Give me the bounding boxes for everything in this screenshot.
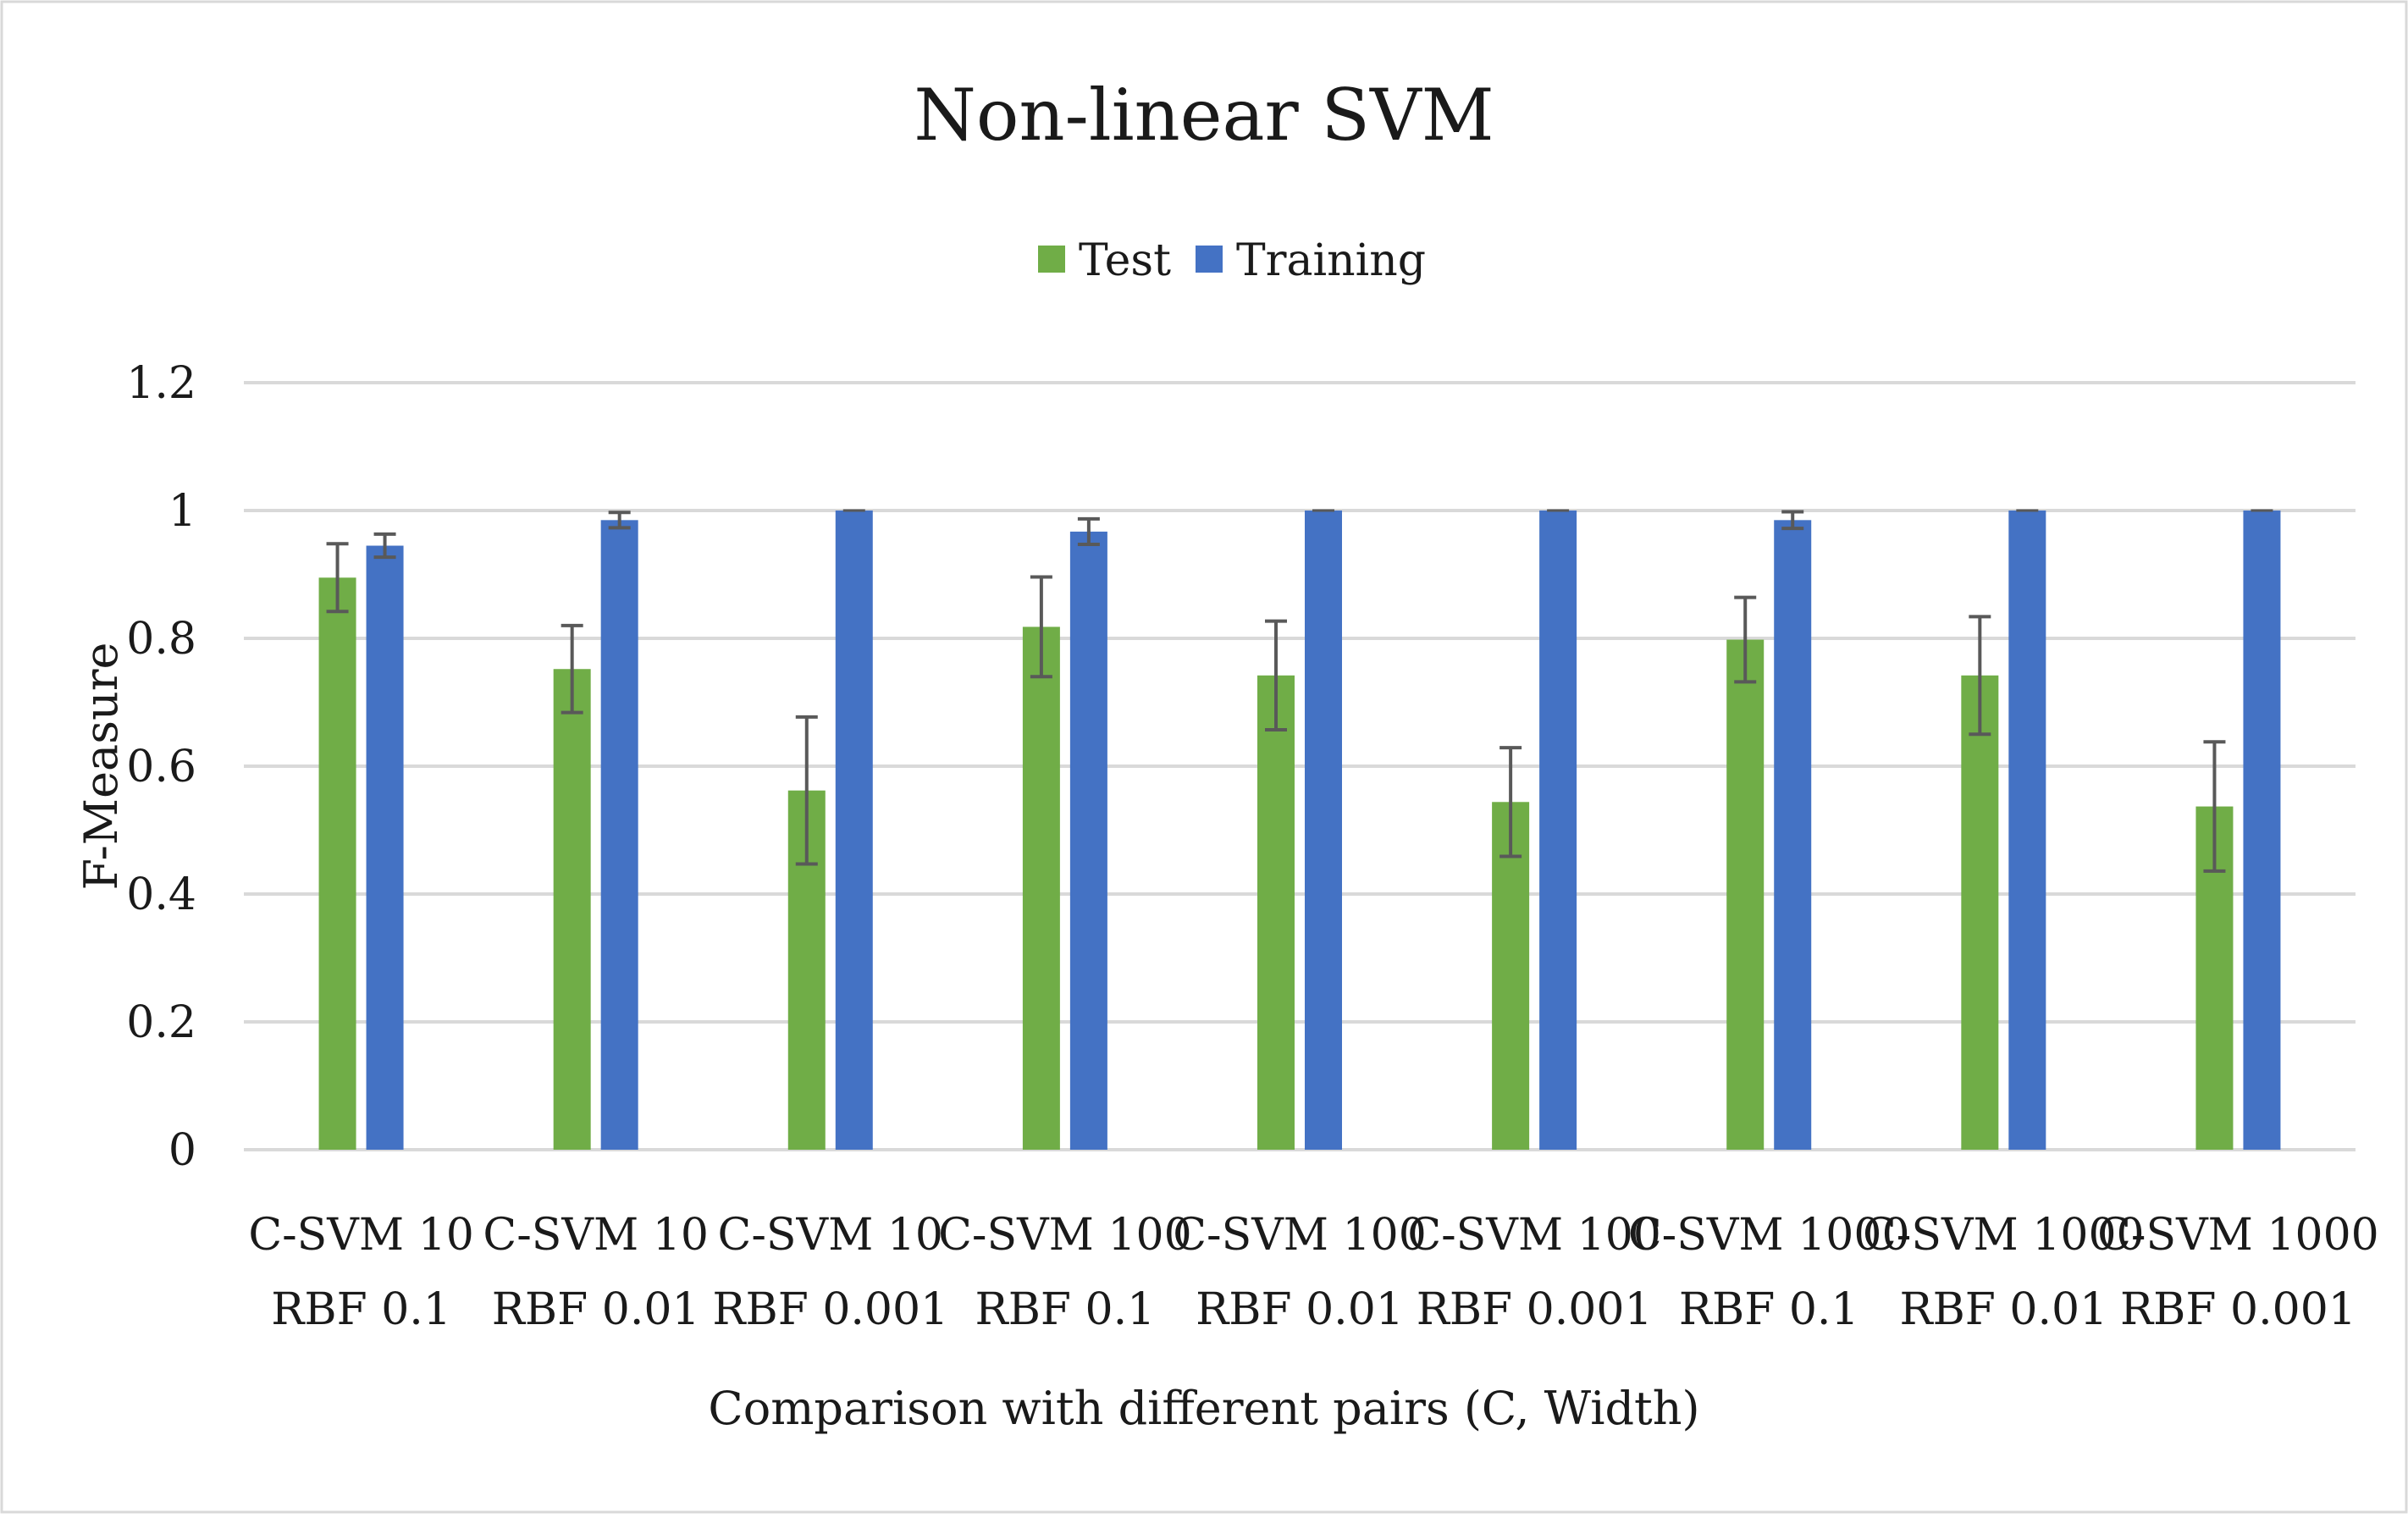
error-bar (373, 532, 396, 560)
bar-training (2008, 511, 2046, 1150)
x-category-label: RBF 0.001 (2120, 1284, 2356, 1335)
bars (318, 511, 2281, 1150)
x-category-label: C-SVM 1000 (2097, 1210, 2379, 1261)
x-category-label: RBF 0.01 (1899, 1284, 2107, 1335)
x-category-label: C-SVM 10 (248, 1210, 473, 1261)
bar-training (600, 520, 638, 1150)
bar-training (1539, 511, 1577, 1150)
bar-training (1774, 520, 1812, 1150)
legend-swatch (1038, 246, 1065, 273)
bar-test (553, 669, 591, 1150)
x-category-label: C-SVM 1000 (1628, 1210, 1910, 1261)
bar-training (366, 545, 404, 1150)
y-tick-label: 1.2 (126, 358, 196, 409)
gridlines (244, 381, 2356, 1151)
legend-label: Test (1079, 235, 1171, 286)
error-bars (326, 509, 2273, 873)
bar-test (1961, 675, 1999, 1150)
y-tick-label: 0.2 (126, 997, 196, 1048)
y-tick-label: 0 (168, 1125, 196, 1176)
bar-training (2243, 511, 2281, 1150)
y-tick-label: 1 (168, 486, 196, 537)
x-axis-title: Comparison with different pairs (C, Widt… (708, 1382, 1699, 1435)
bar-training (835, 511, 873, 1150)
x-category-label: RBF 0.001 (1417, 1284, 1653, 1335)
x-category-label: C-SVM 100 (938, 1210, 1192, 1261)
error-bar (1781, 510, 1804, 531)
bar-test (1022, 627, 1060, 1150)
x-category-label: RBF 0.01 (1196, 1284, 1404, 1335)
y-tick-label: 0.4 (126, 869, 196, 920)
bar-test (1726, 639, 1765, 1150)
x-category-label: C-SVM 10 (718, 1210, 943, 1261)
legend-label: Training (1236, 235, 1426, 286)
x-category-label: C-SVM 100 (1407, 1210, 1661, 1261)
x-category-label: RBF 0.1 (1679, 1284, 1859, 1335)
x-category-label: C-SVM 100 (1173, 1210, 1427, 1261)
error-bar (1969, 615, 1991, 737)
error-bar (1734, 595, 1757, 684)
error-bar (1499, 746, 1522, 858)
error-bar (1077, 516, 1100, 547)
bar-training (1069, 531, 1107, 1150)
y-axis-title: F-Measure (75, 643, 128, 891)
x-category-label: RBF 0.01 (492, 1284, 700, 1335)
x-category-label: RBF 0.1 (975, 1284, 1156, 1335)
x-category-label: RBF 0.001 (712, 1284, 948, 1335)
error-bar (1030, 575, 1052, 679)
legend-swatch (1196, 246, 1223, 273)
y-tick-label: 0.6 (126, 742, 196, 792)
bar-test (1257, 675, 1295, 1150)
y-tick-label: 0.8 (126, 614, 196, 665)
bar-test (1492, 802, 1530, 1150)
error-bar (326, 542, 349, 614)
x-category-label: C-SVM 10 (483, 1210, 708, 1261)
legend: Test Training (1038, 235, 1426, 286)
y-axis-ticks: 0 0.2 0.4 0.6 0.8 1 1.2 (126, 358, 196, 1176)
chart-title: Non-linear SVM (914, 74, 1494, 157)
x-category-label: RBF 0.1 (271, 1284, 451, 1335)
error-bar (795, 715, 818, 866)
error-bar (1265, 619, 1287, 731)
bar-training (1305, 511, 1342, 1150)
x-category-label: C-SVM 1000 (1863, 1210, 2145, 1261)
error-bar (561, 623, 583, 715)
error-bar (608, 511, 631, 530)
error-bar (2203, 740, 2226, 873)
bar-test (318, 577, 356, 1150)
